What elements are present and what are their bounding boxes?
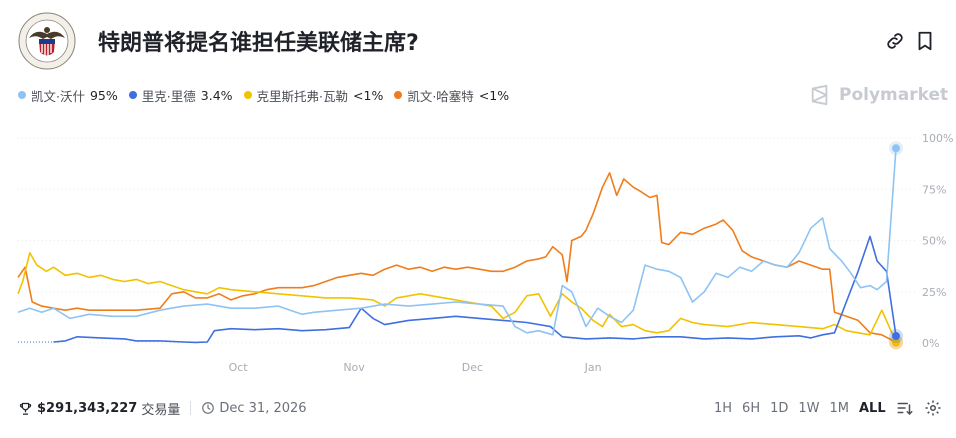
legend-value: 3.4%	[200, 87, 233, 103]
legend-label: 凯文·沃什	[31, 88, 85, 104]
legend-dot	[243, 91, 252, 99]
legend-value: <1%	[353, 87, 384, 103]
volume-info: $291,343,227 交易量 Dec 31, 2026	[18, 398, 307, 418]
legend-item: 里克·里德 3.4%	[128, 86, 233, 105]
clock-icon	[202, 402, 215, 414]
y-tick-label: 100%	[922, 132, 953, 145]
y-axis-ticks: 100% 75% 50% 25% 0%	[922, 132, 953, 350]
divider	[190, 401, 192, 415]
legend-label: 克里斯托弗·瓦勒	[256, 88, 349, 104]
x-tick-label: Nov	[343, 361, 365, 374]
sort-filter-icon[interactable]	[896, 399, 914, 417]
volume-amount: $291,343,227	[37, 400, 138, 416]
market-title: 特朗普将提名谁担任美联储主席?	[98, 31, 419, 56]
legend-label: 凯文·哈塞特	[407, 88, 474, 104]
legend-item: 克里斯托弗·瓦勒 <1%	[243, 86, 384, 105]
volume-label: 交易量	[141, 402, 181, 418]
end-markers	[889, 141, 903, 350]
trophy-icon	[19, 402, 32, 415]
y-tick-label: 75%	[922, 183, 946, 196]
bookmark-icon[interactable]	[914, 30, 936, 52]
series-lines	[17, 148, 897, 344]
y-tick-label: 0%	[922, 337, 939, 350]
legend-item: 凯文·沃什 95%	[18, 86, 118, 105]
series-line	[53, 235, 897, 344]
x-axis-ticks: Oct Nov Dec Jan	[229, 361, 602, 374]
chart-footer: $291,343,227 交易量 Dec 31, 2026 1H 6H 1D 1…	[18, 398, 942, 420]
x-tick-label: Dec	[462, 361, 483, 374]
legend-value: 95%	[89, 87, 118, 103]
polymarket-brand: Polymarket	[809, 82, 948, 108]
series-line	[17, 252, 897, 343]
series-end-point	[892, 144, 900, 153]
chart-legend: 凯文·沃什 95% 里克·里德 3.4% 克里斯托弗·瓦勒 <1% 凯文·哈塞特…	[18, 86, 520, 104]
chart-grid	[18, 137, 918, 344]
y-tick-label: 25%	[922, 286, 946, 299]
series-end-point	[892, 337, 900, 346]
market-header: 特朗普将提名谁担任美联储主席?	[18, 12, 938, 70]
brand-name: Polymarket	[839, 85, 949, 105]
probability-chart[interactable]: Oct Nov Dec Jan 100% 75% 50% 25% 0%	[0, 120, 956, 382]
federal-reserve-seal-icon	[18, 12, 76, 70]
x-tick-label: Oct	[229, 361, 249, 374]
range-6h-button[interactable]: 6H	[742, 400, 761, 416]
range-all-button[interactable]: ALL	[859, 400, 886, 416]
y-tick-label: 50%	[922, 235, 946, 248]
range-1d-button[interactable]: 1D	[770, 400, 789, 416]
series-line	[17, 148, 897, 336]
end-date: Dec 31, 2026	[219, 400, 307, 416]
x-tick-label: Jan	[584, 361, 602, 374]
legend-label: 里克·里德	[141, 88, 196, 104]
legend-dot	[18, 91, 26, 99]
link-icon[interactable]	[884, 30, 906, 52]
settings-gear-icon[interactable]	[924, 399, 942, 417]
polymarket-logo-icon	[811, 84, 828, 106]
series-end-point	[892, 332, 900, 341]
range-1w-button[interactable]: 1W	[798, 400, 820, 416]
range-1m-button[interactable]: 1M	[829, 400, 850, 416]
legend-dot	[394, 91, 403, 99]
legend-value: <1%	[478, 87, 510, 103]
legend-dot	[128, 91, 137, 99]
legend-item: 凯文·哈塞特 <1%	[394, 86, 509, 105]
series-line	[17, 172, 897, 344]
range-1h-button[interactable]: 1H	[714, 400, 733, 416]
time-range-selector: 1H 6H 1D 1W 1M ALL	[704, 398, 942, 418]
